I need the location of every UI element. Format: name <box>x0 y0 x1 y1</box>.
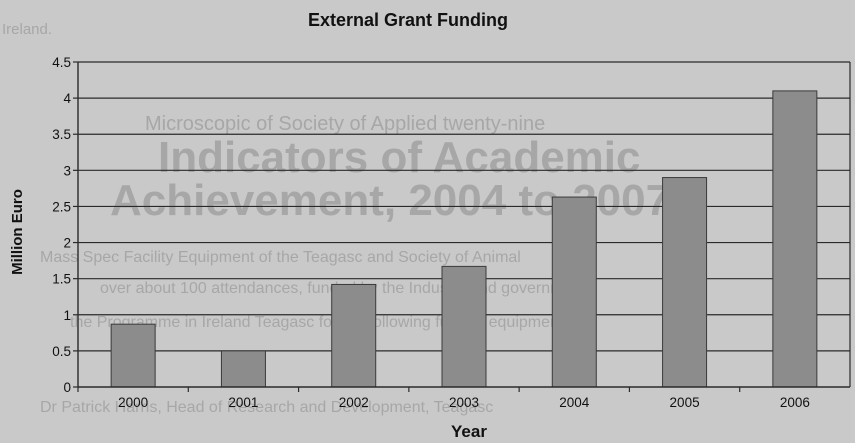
x-tick-label: 2005 <box>670 395 700 410</box>
bar-2002 <box>331 283 377 388</box>
y-axis-label: Million Euro <box>9 189 26 275</box>
bar-2006 <box>772 90 818 388</box>
y-tick-label: 3 <box>63 163 71 178</box>
bar-2005 <box>662 177 708 388</box>
y-tick-label: 0.5 <box>52 344 71 359</box>
background-body-4: Dr Patrick Harris, Head of Research and … <box>40 399 493 416</box>
x-tick-label: 2006 <box>780 395 810 410</box>
y-tick-label: 0 <box>63 380 71 395</box>
bar-2001 <box>220 350 266 388</box>
y-tick-label: 1 <box>63 308 71 323</box>
axes <box>77 62 851 388</box>
chart-title: External Grant Funding <box>308 10 508 30</box>
y-tick-label: 1.5 <box>52 272 71 287</box>
x-tick-labels: 2000 2001 2002 2003 2004 2005 2006 <box>77 387 810 410</box>
x-axis-label: Year <box>451 422 487 441</box>
background-body-1: Mass Spec Facility Equipment of the Teag… <box>40 249 521 266</box>
y-tick-labels: 0 0.5 1 1.5 2 2.5 3 3.5 4 4.5 <box>52 55 71 395</box>
y-tick-label: 4.5 <box>52 55 71 70</box>
y-tick-label: 4 <box>63 91 71 106</box>
background-heading-1: Indicators of Academic <box>158 133 641 182</box>
bar-2003 <box>441 265 487 388</box>
background-line-1: Ireland. <box>2 21 52 38</box>
bar-2004 <box>551 196 597 388</box>
y-tick-label: 3.5 <box>52 127 71 142</box>
bar-2000 <box>110 323 156 388</box>
x-tick-label: 2004 <box>559 395 590 410</box>
y-tick-label: 2 <box>63 236 71 251</box>
x-tick-label: 2000 <box>118 395 148 410</box>
x-tick-label: 2002 <box>339 395 369 410</box>
x-tick-label: 2001 <box>228 395 258 410</box>
background-line-2: Microscopic of Society of Applied twenty… <box>145 113 545 135</box>
x-tick-label: 2003 <box>449 395 479 410</box>
background-body-3: the Programme in Ireland Teagasc for the… <box>70 314 564 331</box>
y-tick-label: 2.5 <box>52 199 71 214</box>
bars <box>110 90 818 388</box>
